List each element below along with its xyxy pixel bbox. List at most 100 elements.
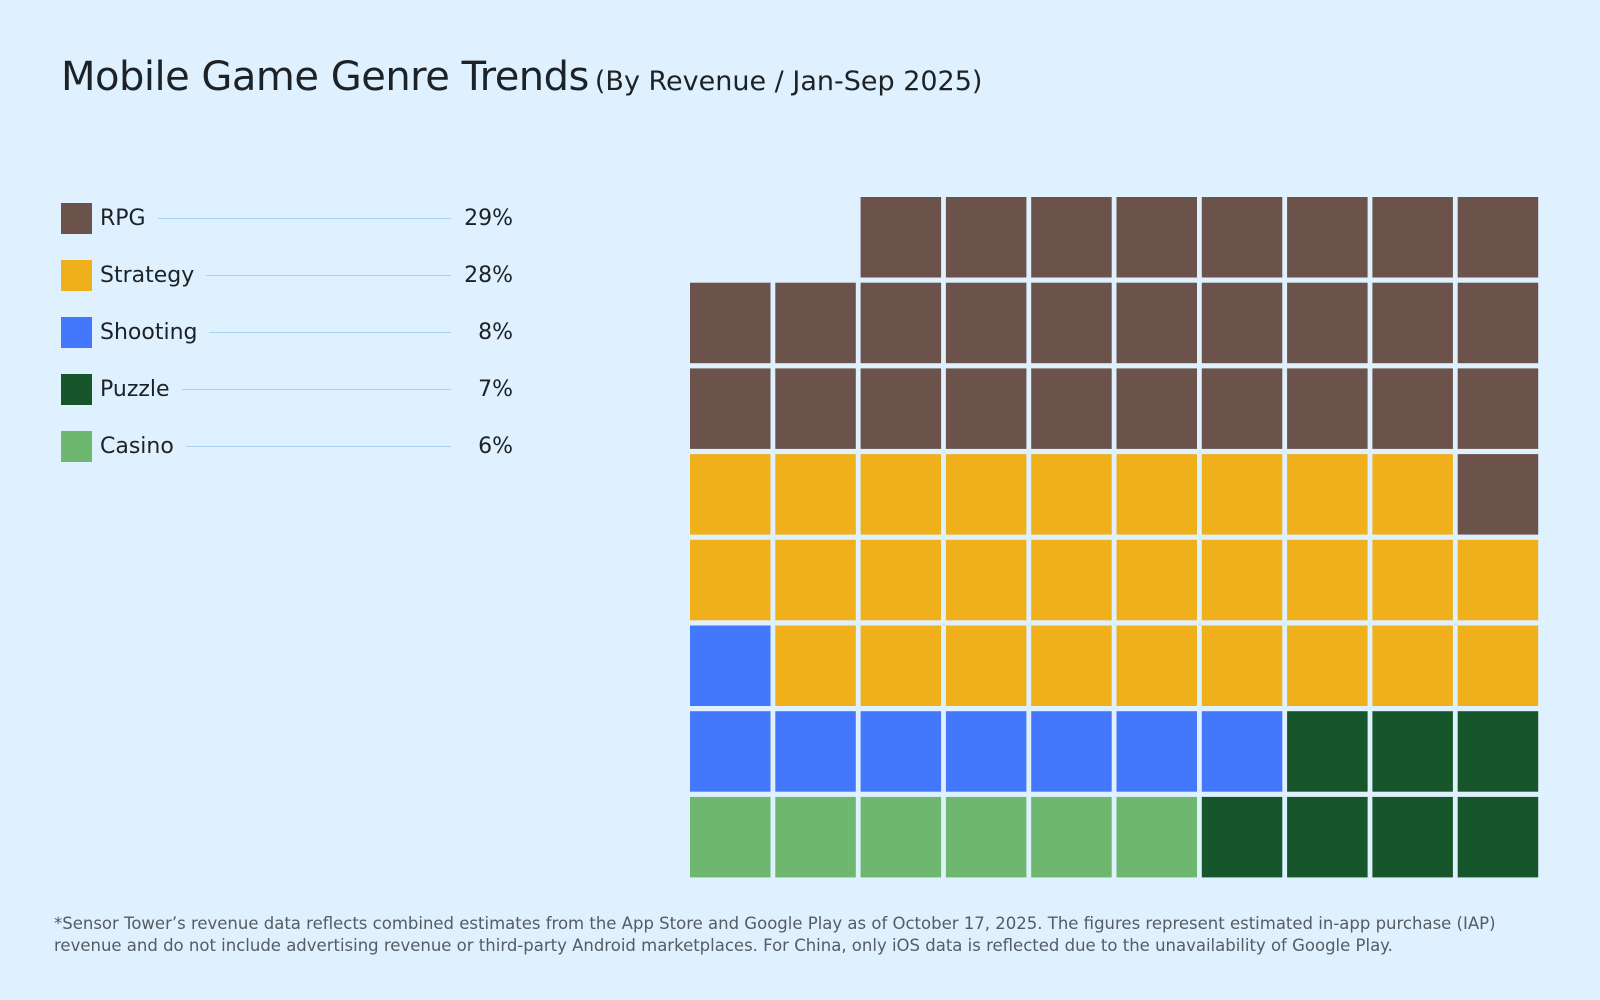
waffle-cell xyxy=(1116,197,1197,278)
waffle-cell xyxy=(690,711,771,792)
waffle-cell xyxy=(860,711,942,792)
legend-label: RPG xyxy=(100,206,146,231)
waffle-cell xyxy=(945,368,1027,449)
waffle-cell xyxy=(1457,796,1539,878)
waffle-cell xyxy=(775,368,856,449)
waffle-cell xyxy=(860,454,942,535)
legend-swatch xyxy=(61,260,92,291)
waffle-cell xyxy=(1287,282,1368,364)
waffle-cell xyxy=(1201,539,1283,621)
waffle-cell xyxy=(1116,539,1197,621)
legend-swatch xyxy=(61,317,92,348)
legend-rule xyxy=(185,446,451,447)
waffle-cell xyxy=(1287,539,1368,621)
waffle-cell xyxy=(1457,454,1539,535)
waffle-cell xyxy=(1287,711,1368,792)
waffle-cell xyxy=(1031,539,1112,621)
waffle-cell xyxy=(1287,625,1368,706)
legend-item: Puzzle 7% xyxy=(61,374,513,405)
value-label: 7% xyxy=(478,377,513,402)
waffle-cell xyxy=(1201,625,1283,706)
waffle-cell xyxy=(1031,368,1112,449)
waffle-cell xyxy=(945,711,1027,792)
waffle-cell xyxy=(775,282,856,364)
waffle-cell xyxy=(1031,454,1112,535)
waffle-cell xyxy=(1372,197,1453,278)
waffle-cell xyxy=(1372,539,1453,621)
waffle-cell xyxy=(1457,539,1539,621)
waffle-cell xyxy=(1457,197,1539,278)
legend-rule xyxy=(181,389,451,390)
waffle-cell xyxy=(690,625,771,706)
legend-rule xyxy=(157,218,451,219)
waffle-cell xyxy=(945,282,1027,364)
legend-swatch xyxy=(61,374,92,405)
waffle-cell xyxy=(1116,368,1197,449)
waffle-cell xyxy=(1287,796,1368,878)
legend-item: Shooting 8% xyxy=(61,317,513,348)
waffle-cell xyxy=(860,796,942,878)
legend-label: Shooting xyxy=(100,320,198,345)
waffle-cell xyxy=(1372,711,1453,792)
chart-subtitle: (By Revenue / Jan-Sep 2025) xyxy=(594,66,983,97)
waffle-cell xyxy=(775,625,856,706)
waffle-cell xyxy=(1201,368,1283,449)
waffle-cell xyxy=(860,282,942,364)
value-label: 29% xyxy=(464,206,513,231)
legend-label: Strategy xyxy=(100,263,195,288)
waffle-cell xyxy=(945,796,1027,878)
legend-label: Casino xyxy=(100,434,174,459)
waffle-cell xyxy=(690,282,771,364)
legend-item: Strategy 28% xyxy=(61,260,513,291)
waffle-cell xyxy=(1201,282,1283,364)
waffle-cell xyxy=(1116,282,1197,364)
waffle-cell xyxy=(775,539,856,621)
waffle-cell xyxy=(860,197,942,278)
waffle-cell xyxy=(945,454,1027,535)
waffle-cell xyxy=(775,454,856,535)
waffle-cell xyxy=(775,711,856,792)
legend-label: Puzzle xyxy=(100,377,170,402)
waffle-cell xyxy=(945,539,1027,621)
chart-title: Mobile Game Genre Trends xyxy=(61,54,589,100)
waffle-cell xyxy=(1457,625,1539,706)
waffle-cell xyxy=(1457,368,1539,449)
value-label: 6% xyxy=(478,434,513,459)
waffle-cell xyxy=(945,197,1027,278)
waffle-cell xyxy=(1116,454,1197,535)
waffle-cell xyxy=(1116,625,1197,706)
legend-swatch xyxy=(61,431,92,462)
waffle-cell xyxy=(1031,796,1112,878)
waffle-cell xyxy=(1287,197,1368,278)
waffle-cell xyxy=(860,368,942,449)
waffle-cell xyxy=(1116,796,1197,878)
waffle-cell xyxy=(690,539,771,621)
waffle-cell xyxy=(1031,197,1112,278)
waffle-cell xyxy=(1457,282,1539,364)
value-label: 28% xyxy=(464,263,513,288)
waffle-cell xyxy=(1457,711,1539,792)
waffle-cell xyxy=(1031,282,1112,364)
title-block: Mobile Game Genre Trends (By Revenue / Ja… xyxy=(61,54,982,100)
waffle-cell xyxy=(860,539,942,621)
waffle-cell xyxy=(1287,454,1368,535)
waffle-cell xyxy=(945,625,1027,706)
waffle-cell xyxy=(775,796,856,878)
waffle-cell xyxy=(1116,711,1197,792)
footnote: *Sensor Tower’s revenue data reflects co… xyxy=(54,914,1496,955)
waffle-cell xyxy=(1372,368,1453,449)
waffle-cell xyxy=(1031,711,1112,792)
waffle-cell xyxy=(690,796,771,878)
waffle-cell xyxy=(1201,454,1283,535)
waffle-cell xyxy=(860,625,942,706)
value-label: 8% xyxy=(478,320,513,345)
waffle-cell xyxy=(1201,796,1283,878)
legend-rule xyxy=(209,332,451,333)
waffle-cell xyxy=(690,454,771,535)
waffle-cell xyxy=(1372,282,1453,364)
waffle-cell xyxy=(1201,711,1283,792)
waffle-cell xyxy=(1372,796,1453,878)
legend-item: RPG 29% xyxy=(61,203,513,234)
